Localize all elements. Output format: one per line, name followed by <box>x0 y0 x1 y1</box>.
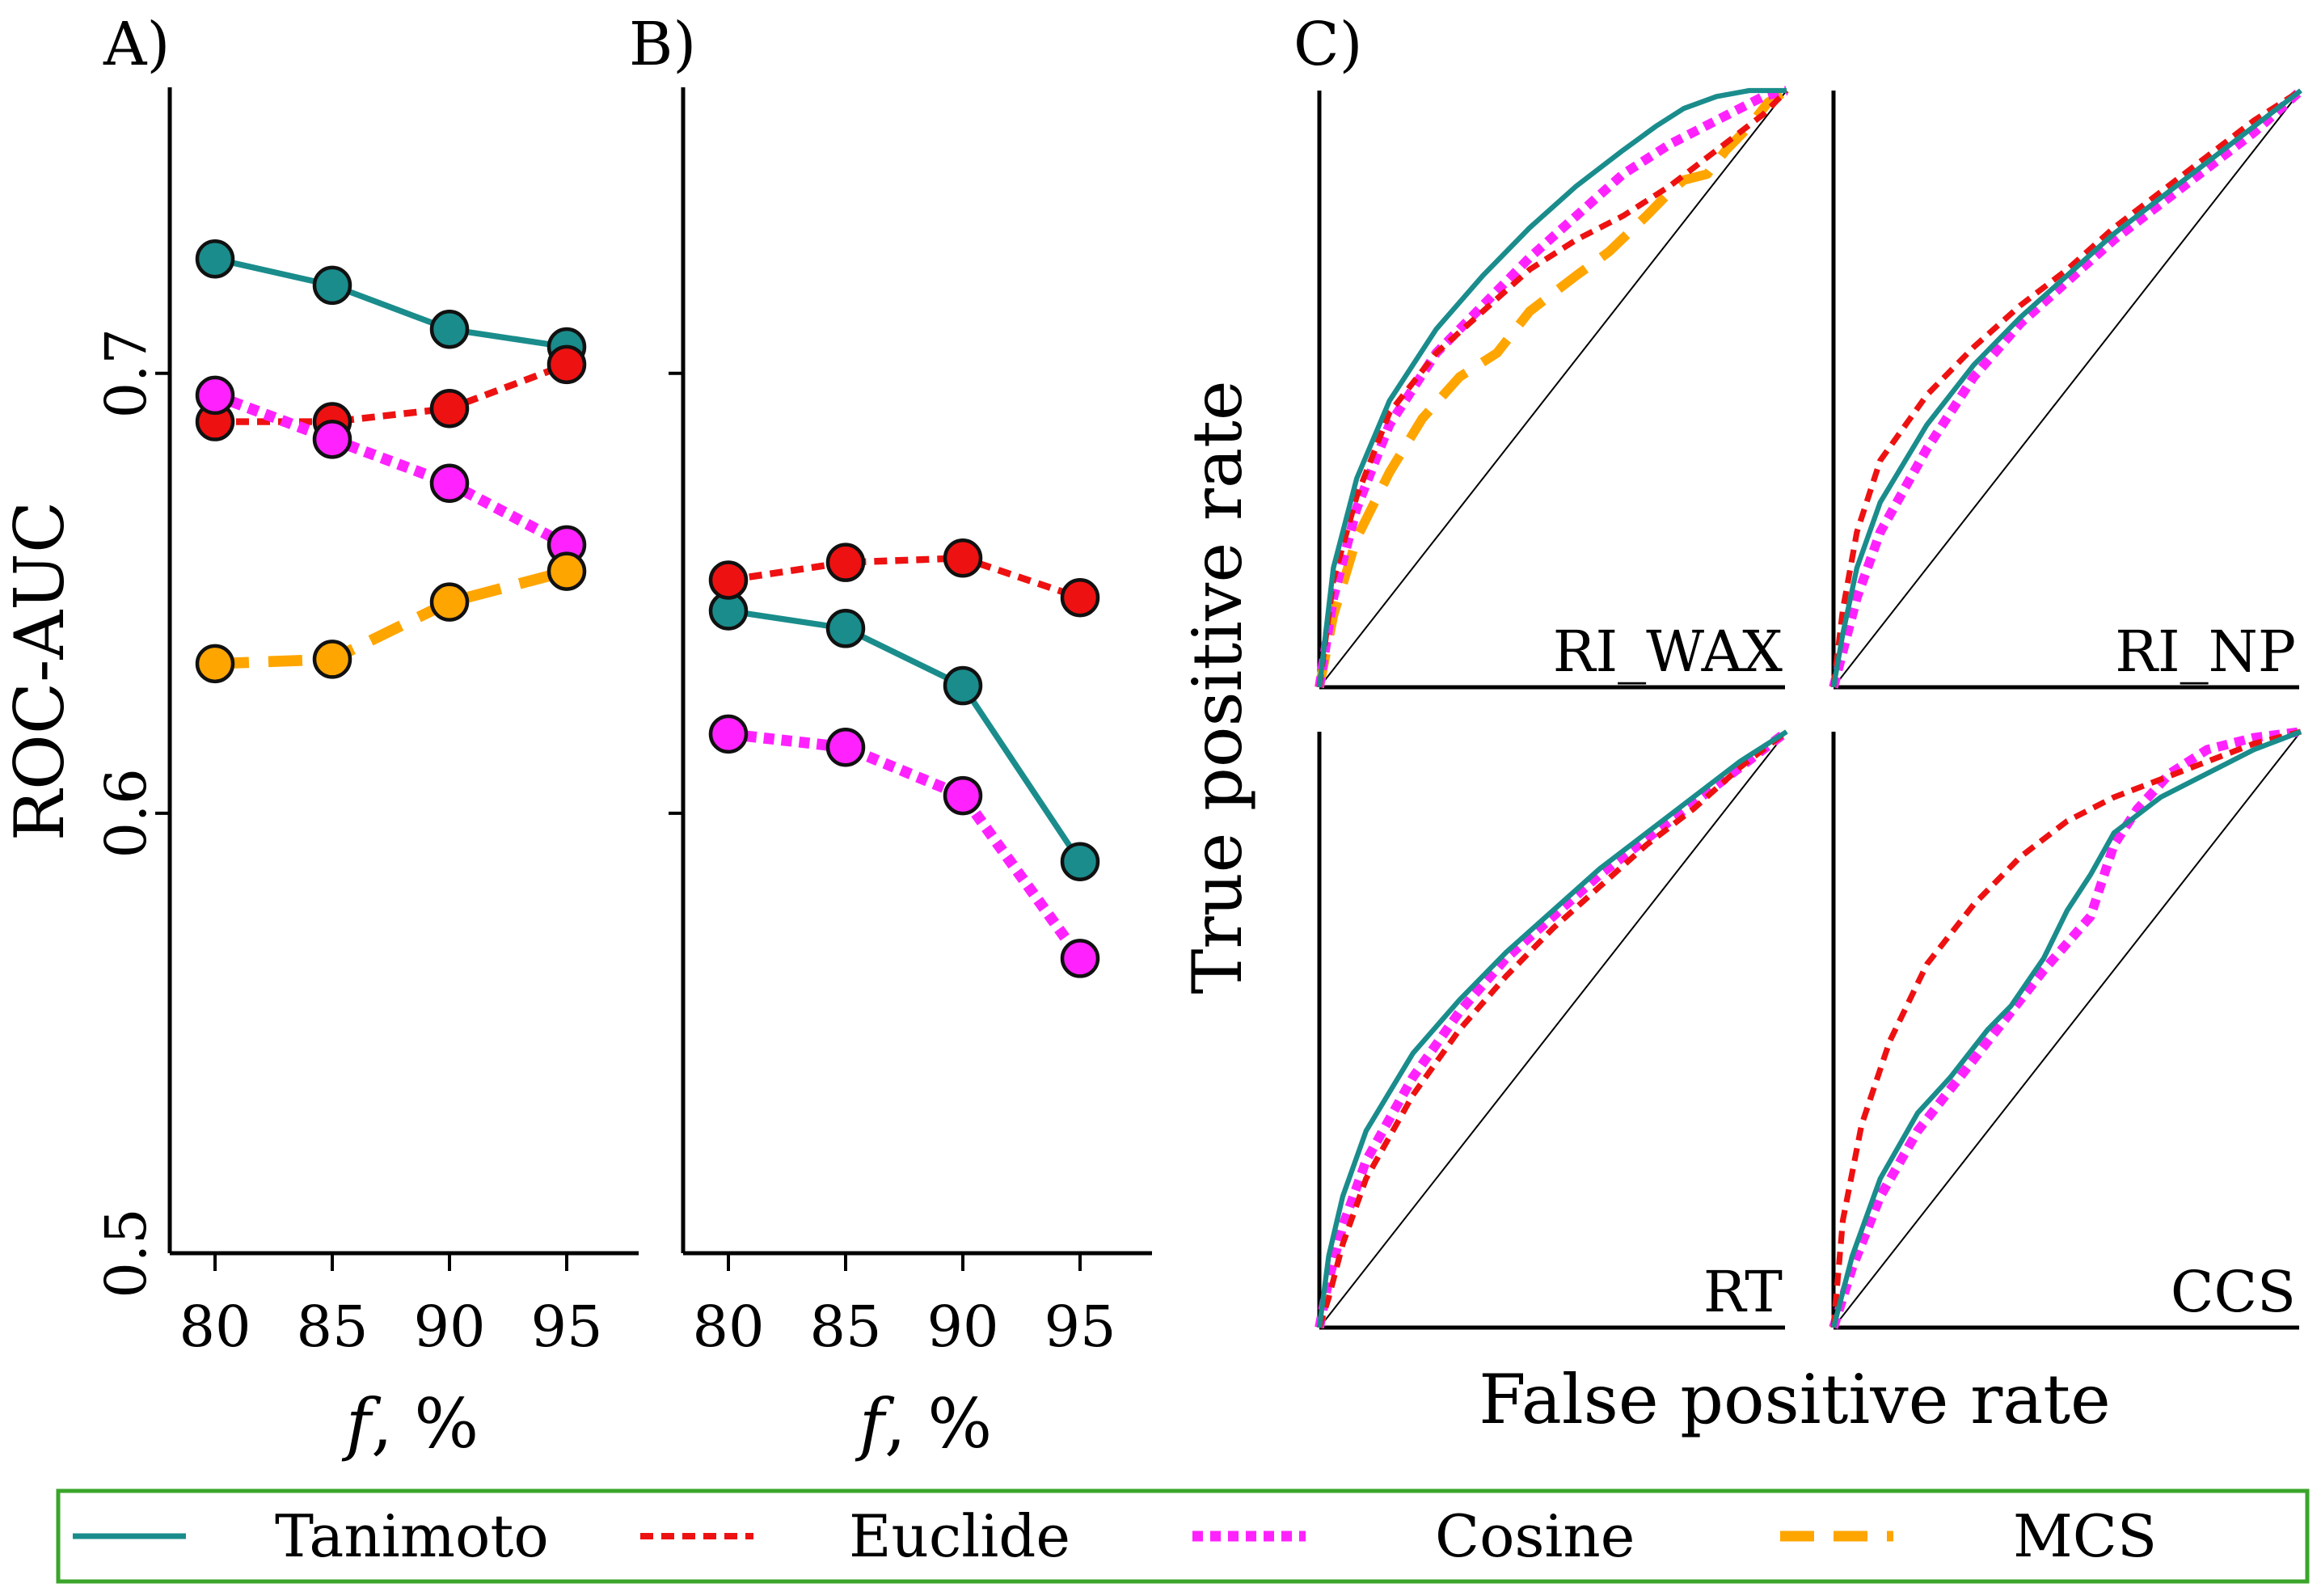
legend-label-cosine: Cosine <box>1435 1502 1635 1570</box>
data-point-b-euclide <box>1060 577 1100 618</box>
series-line-a-cosine <box>213 390 570 550</box>
series-line-a-euclide <box>215 361 568 425</box>
roc-curve-ccs-tanimoto <box>1830 729 2302 1328</box>
data-point-b-cosine <box>1060 939 1100 978</box>
data-point-b-cosine <box>825 727 866 767</box>
x-tick-label: 90 <box>926 1294 998 1360</box>
roc-subplot-name-ri-wax: RI_WAX <box>1553 619 1783 685</box>
legend-label-tanimoto: Tanimoto <box>275 1502 549 1570</box>
x-tick-label: 95 <box>530 1294 602 1360</box>
roc-curve-ri-wax-tanimoto <box>1316 87 1787 688</box>
x-tick-label: 80 <box>692 1294 764 1360</box>
data-point-a-tanimoto <box>195 239 235 279</box>
roc-diagonal <box>1833 90 2302 688</box>
legend-box <box>56 1488 2310 1584</box>
x-tick-label: 85 <box>296 1294 368 1360</box>
series-line-b-euclide <box>728 555 1082 602</box>
roc-diagonal <box>1833 731 2302 1328</box>
panel-label-c: C) <box>1293 10 1363 79</box>
roc-curve-rt-cosine <box>1315 728 1790 1329</box>
data-point-b-tanimoto <box>1060 842 1100 881</box>
x-axis-label-b: f, % <box>855 1384 992 1463</box>
data-point-a-euclide <box>546 344 587 385</box>
panel-label-a: A) <box>103 10 170 79</box>
roc-curve-ri-wax-cosine <box>1315 86 1788 688</box>
roc-curve-ccs-cosine <box>1829 727 2302 1329</box>
y-tick-label: 0.5 <box>93 1208 159 1298</box>
roc-diagonal <box>1319 90 1787 688</box>
panel-c-axes <box>1317 90 2302 1330</box>
x-tick-label: 85 <box>809 1294 881 1360</box>
x-tick-label: 95 <box>1044 1294 1116 1360</box>
roc-subplot-name-rt: RT <box>1703 1259 1783 1325</box>
roc-curve-ri-wax-euclide <box>1316 88 1789 688</box>
roc-curve-ri-np-cosine <box>1829 87 2304 689</box>
panel-b-axes <box>681 87 1152 1256</box>
data-point-b-tanimoto <box>825 609 866 648</box>
data-point-a-cosine <box>429 463 470 503</box>
roc-curve-ri-np-tanimoto <box>1830 88 2302 688</box>
legend-label-mcs: MCS <box>2013 1502 2157 1570</box>
x-tick-label: 90 <box>413 1294 485 1360</box>
data-point-b-tanimoto <box>943 665 983 706</box>
roc-subplot-name-ri-np: RI_NP <box>2115 619 2296 685</box>
roc-curve-rt-euclide <box>1316 729 1789 1329</box>
roc-diagonal <box>1319 731 1787 1328</box>
x-tick-label: 80 <box>179 1294 251 1360</box>
data-point-b-cosine <box>708 714 749 754</box>
y-tick-label: 0.6 <box>93 768 159 858</box>
series-line-a-tanimoto <box>214 255 568 350</box>
roc-curve-ri-np-euclide <box>1830 87 2302 688</box>
series-line-a-mcs <box>214 565 568 669</box>
series-line-b-tanimoto <box>728 607 1083 863</box>
data-point-a-mcs <box>312 640 352 679</box>
data-point-a-cosine <box>195 375 235 416</box>
panel-label-b: B) <box>629 10 696 79</box>
x-axis-label-c: False positive rate <box>1479 1360 2111 1439</box>
data-point-b-cosine <box>943 775 983 816</box>
data-point-a-mcs <box>546 551 587 591</box>
data-point-a-euclide <box>429 388 470 429</box>
x-axis-label-a: f, % <box>341 1384 479 1463</box>
data-point-a-mcs <box>195 644 235 684</box>
panel-a-axes <box>167 87 639 1256</box>
data-point-a-mcs <box>429 582 470 622</box>
data-point-a-cosine <box>312 420 352 459</box>
roc-curve-rt-tanimoto <box>1316 729 1788 1328</box>
data-point-b-euclide <box>825 543 866 582</box>
y-axis-label-a: ROC-AUC <box>0 501 79 842</box>
data-point-b-euclide <box>708 560 749 600</box>
data-point-a-tanimoto <box>429 310 470 349</box>
data-point-b-euclide <box>943 538 983 578</box>
roc-curve-ri-wax-mcs <box>1315 87 1790 689</box>
y-axis-label-c: True positive rate <box>1178 380 1257 994</box>
data-point-a-tanimoto <box>312 265 352 306</box>
series-line-b-cosine <box>728 728 1085 962</box>
roc-subplot-name-ccs: CCS <box>2171 1259 2296 1325</box>
legend-label-euclide: Euclide <box>849 1502 1070 1570</box>
y-tick-label: 0.7 <box>93 328 159 418</box>
